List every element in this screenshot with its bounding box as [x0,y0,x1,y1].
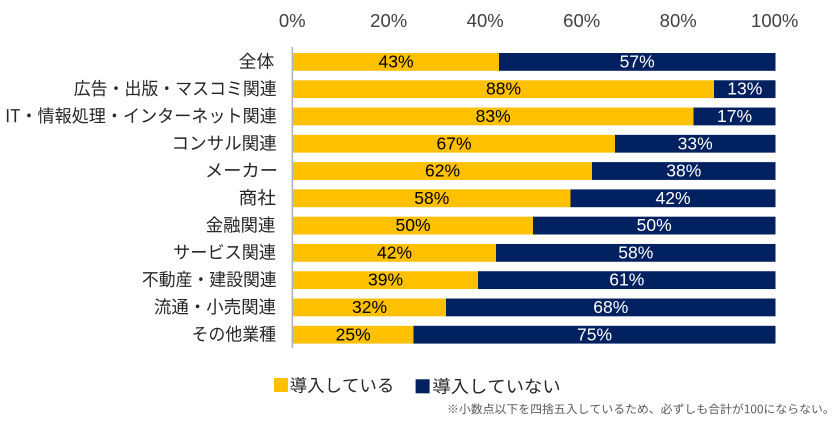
svg-text:60%: 60% [563,10,600,31]
svg-text:68%: 68% [593,297,628,317]
svg-text:38%: 38% [666,161,701,181]
svg-text:88%: 88% [486,79,521,99]
svg-text:39%: 39% [368,270,403,290]
svg-text:83%: 83% [476,106,511,126]
svg-text:25%: 25% [336,324,371,344]
svg-text:42%: 42% [377,242,412,262]
svg-text:50%: 50% [395,215,430,235]
svg-text:62%: 62% [425,161,460,181]
svg-text:58%: 58% [618,242,653,262]
svg-text:67%: 67% [436,133,471,153]
svg-text:50%: 50% [637,215,672,235]
svg-text:20%: 20% [370,10,407,31]
svg-text:100%: 100% [751,10,798,31]
svg-text:57%: 57% [620,51,655,71]
svg-text:80%: 80% [660,10,697,31]
svg-text:75%: 75% [577,324,612,344]
svg-text:42%: 42% [655,188,690,208]
svg-text:0%: 0% [279,10,306,31]
svg-text:17%: 17% [717,106,752,126]
svg-text:33%: 33% [678,133,713,153]
svg-text:13%: 13% [727,79,762,99]
svg-text:61%: 61% [609,270,644,290]
svg-text:43%: 43% [378,51,413,71]
svg-text:40%: 40% [467,10,504,31]
svg-text:32%: 32% [352,297,387,317]
svg-text:58%: 58% [414,188,449,208]
